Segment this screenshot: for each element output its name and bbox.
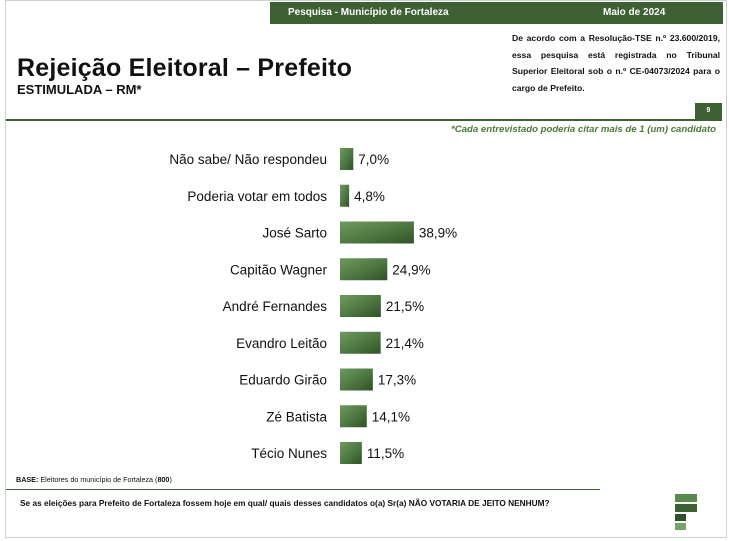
page-title: Rejeição Eleitoral – Prefeito	[17, 54, 353, 82]
base-text: Eleitores do município de Fortaleza (	[38, 475, 158, 484]
bar	[340, 442, 362, 464]
page-number: 9	[695, 103, 722, 119]
category-label: André Fernandes	[223, 299, 328, 314]
bar	[340, 295, 381, 317]
category-label: Poderia votar em todos	[187, 189, 327, 204]
category-label: José Sarto	[262, 226, 327, 241]
value-label: 7,0%	[358, 152, 389, 167]
base-label: BASE:	[16, 475, 39, 484]
category-label: Técio Nunes	[251, 446, 327, 461]
survey-date: Maio de 2024	[603, 7, 666, 18]
page-subtitle: ESTIMULADA – RM*	[17, 82, 142, 97]
bar	[340, 258, 388, 281]
category-label: Eduardo Girão	[239, 373, 327, 388]
survey-question: Se as eleições para Prefeito de Fortalez…	[20, 498, 550, 508]
value-label: 38,9%	[419, 226, 457, 241]
company-logo	[675, 494, 697, 530]
category-label: Evandro Leitão	[236, 336, 327, 351]
value-label: 11,5%	[367, 446, 404, 461]
header-bar: Pesquisa - Município de Fortaleza Maio d…	[270, 2, 723, 24]
category-label: Capitão Wagner	[230, 262, 328, 277]
footer-divider	[6, 489, 600, 490]
bar	[340, 148, 354, 170]
base-note: BASE: Eleitores do município de Fortalez…	[16, 475, 172, 484]
value-label: 21,5%	[386, 299, 424, 314]
bar	[340, 331, 381, 354]
value-label: 17,3%	[378, 373, 416, 388]
chart-note: *Cada entrevistado poderia citar mais de…	[451, 124, 716, 135]
base-close: )	[169, 475, 172, 484]
value-label: 21,4%	[386, 336, 424, 351]
value-label: 14,1%	[372, 409, 410, 424]
base-count: 800	[157, 475, 170, 484]
legal-notice: De acordo com a Resolução-TSE n.º 23.600…	[512, 33, 720, 93]
bar	[340, 184, 350, 207]
header-divider	[6, 119, 722, 121]
survey-label: Pesquisa - Município de Fortaleza	[288, 7, 449, 18]
category-label: Zé Batista	[266, 409, 327, 424]
value-label: 4,8%	[354, 189, 385, 204]
bar	[340, 405, 367, 428]
bar	[340, 221, 414, 244]
category-label: Não sabe/ Não respondeu	[169, 152, 327, 167]
slide-frame	[5, 0, 727, 538]
bar	[340, 368, 373, 391]
value-label: 24,9%	[392, 262, 430, 277]
